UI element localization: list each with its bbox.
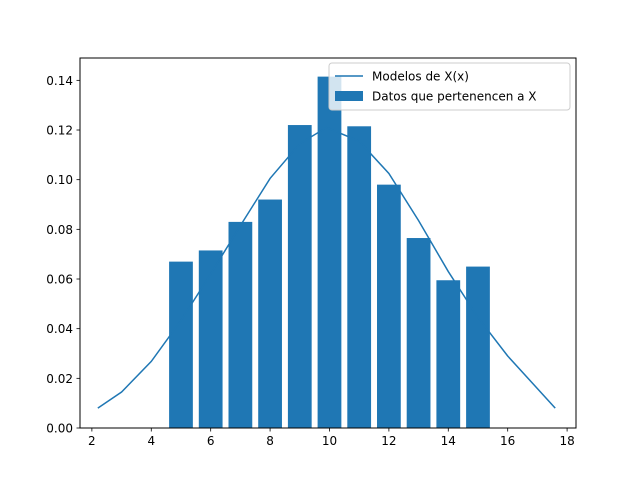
bar-6 — [198, 250, 223, 428]
legend: Modelos de X(x) Datos que pertenencen a … — [328, 62, 571, 111]
x-tick-label: 6 — [207, 434, 215, 448]
x-axis-ticks: 2 4 6 8 10 12 14 16 18 — [88, 428, 575, 448]
bar-8 — [258, 199, 282, 428]
legend-label-data: Datos que pertenencen a X — [372, 90, 537, 104]
model-curve — [97, 126, 556, 409]
y-axis-ticks: 0.00 0.02 0.04 0.06 0.08 0.10 0.12 0.14 — [46, 74, 80, 436]
legend-label-model: Modelos de X(x) — [372, 70, 469, 84]
bar-13 — [406, 238, 431, 428]
y-tick-label: 0.06 — [46, 273, 73, 287]
bar-15 — [466, 266, 490, 428]
bar-7 — [228, 221, 253, 428]
y-tick-label: 0.12 — [46, 124, 73, 138]
y-tick-label: 0.14 — [46, 74, 73, 88]
x-tick-label: 4 — [147, 434, 155, 448]
x-tick-label: 8 — [266, 434, 274, 448]
y-tick-label: 0.04 — [46, 322, 73, 336]
bar-11 — [347, 126, 372, 429]
histogram-bars — [169, 76, 490, 429]
legend-box — [328, 62, 571, 111]
bar-14 — [436, 280, 461, 428]
x-tick-label: 10 — [322, 434, 337, 448]
x-tick-label: 12 — [381, 434, 396, 448]
y-tick-label: 0.10 — [46, 173, 73, 187]
x-tick-label: 2 — [88, 434, 96, 448]
x-tick-label: 14 — [441, 434, 456, 448]
bar-9 — [287, 125, 312, 428]
bar-12 — [377, 184, 401, 428]
x-tick-label: 18 — [559, 434, 574, 448]
x-tick-label: 16 — [500, 434, 515, 448]
model-curve-layer — [97, 126, 556, 409]
bar-5 — [169, 261, 193, 428]
legend-bar-swatch — [335, 91, 363, 101]
plot-frame — [79, 57, 577, 429]
y-tick-label: 0.02 — [46, 372, 73, 386]
bar-10 — [317, 76, 342, 429]
y-tick-label: 0.08 — [46, 223, 73, 237]
y-tick-label: 0.00 — [46, 422, 73, 436]
